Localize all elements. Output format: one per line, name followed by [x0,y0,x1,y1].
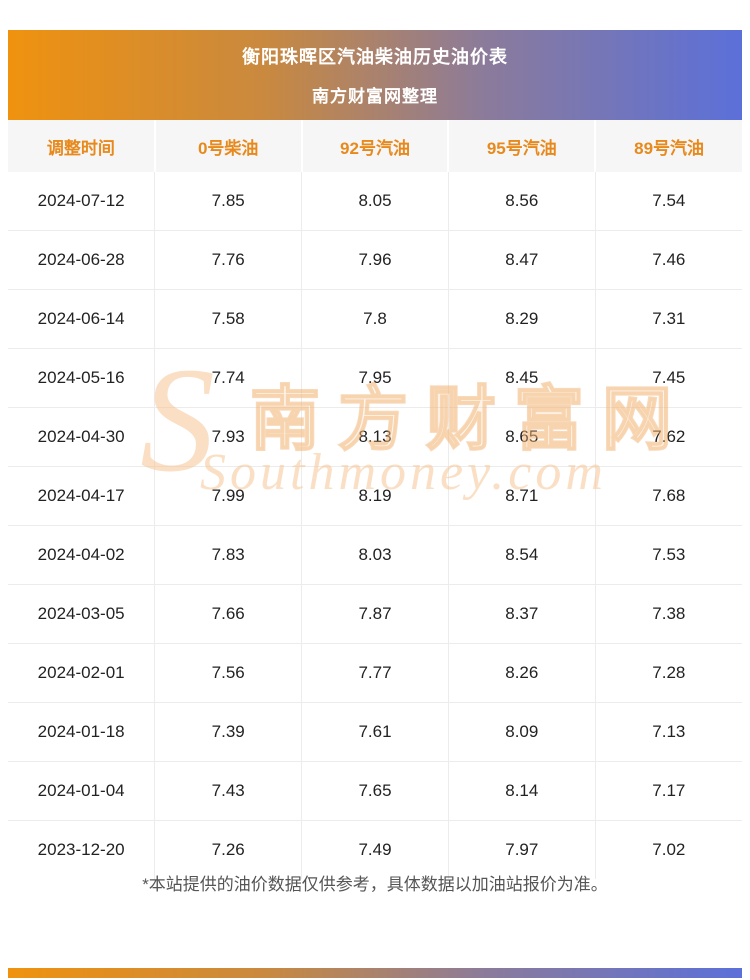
date-cell: 2024-01-18 [8,702,156,762]
price-cell: 8.05 [301,172,449,231]
table-body: 2024-07-12 7.85 8.05 8.56 7.54 2024-06-28 7.76… [8,172,742,879]
price-cell: 7.38 [595,584,742,644]
price-cell: 8.45 [448,348,596,408]
price-cell: 8.29 [448,289,596,349]
table-row: 2024-01-18 7.39 7.61 8.09 7.13 [8,702,742,762]
price-cell: 7.93 [154,407,303,467]
column-header: 92号汽油 [301,120,450,172]
price-cell: 7.13 [595,702,742,762]
price-cell: 7.77 [301,643,449,703]
price-cell: 7.26 [154,820,303,879]
price-cell: 7.61 [301,702,449,762]
price-cell: 7.17 [595,761,742,821]
price-cell: 7.56 [154,643,303,703]
date-cell: 2024-04-02 [8,525,156,585]
price-cell: 8.13 [301,407,449,467]
column-header: 95号汽油 [448,120,597,172]
price-cell: 7.96 [301,230,449,290]
price-cell: 8.47 [448,230,596,290]
table-header: 调整时间 0号柴油 92号汽油 95号汽油 89号汽油 [8,120,742,172]
price-cell: 7.97 [448,820,596,879]
price-cell: 7.66 [154,584,303,644]
price-cell: 7.39 [154,702,303,762]
page-title: 衡阳珠晖区汽油柴油历史油价表 [242,47,508,67]
price-cell: 7.45 [595,348,742,408]
price-cell: 8.26 [448,643,596,703]
bottom-gradient-bar [8,968,742,978]
price-cell: 8.56 [448,172,596,231]
date-cell: 2024-04-17 [8,466,156,526]
price-cell: 7.99 [154,466,303,526]
date-cell: 2023-12-20 [8,820,156,879]
fuel-price-table: 调整时间 0号柴油 92号汽油 95号汽油 89号汽油 2024-07-12 7.85 8.… [8,120,742,879]
price-cell: 7.46 [595,230,742,290]
price-cell: 7.87 [301,584,449,644]
price-cell: 7.53 [595,525,742,585]
price-cell: 7.02 [595,820,742,879]
price-cell: 7.68 [595,466,742,526]
price-cell: 7.49 [301,820,449,879]
price-cell: 7.28 [595,643,742,703]
footer-note: *本站提供的油价数据仅供参考，具体数据以加油站报价为准。 [142,875,608,894]
table-row: 2024-06-14 7.58 7.8 8.29 7.31 [8,289,742,349]
table-row: 2024-02-01 7.56 7.77 8.26 7.28 [8,643,742,703]
table-row: 2024-07-12 7.85 8.05 8.56 7.54 [8,172,742,231]
price-cell: 7.43 [154,761,303,821]
table-row: 2024-01-04 7.43 7.65 8.14 7.17 [8,761,742,821]
table-row: 2024-03-05 7.66 7.87 8.37 7.38 [8,584,742,644]
price-cell: 7.31 [595,289,742,349]
price-cell: 7.74 [154,348,303,408]
price-cell: 8.03 [301,525,449,585]
column-header: 89号汽油 [595,120,742,172]
date-cell: 2024-06-14 [8,289,156,349]
price-cell: 7.54 [652,191,686,210]
date-cell: 2024-02-01 [8,643,156,703]
price-cell: 7.85 [154,172,303,231]
price-cell: 8.71 [448,466,596,526]
table-row: 2024-05-16 7.74 7.95 8.45 7.45 [8,348,742,408]
price-cell: 7.76 [154,230,303,290]
table-row: 2024-04-17 7.99 8.19 8.71 7.68 [8,466,742,526]
price-cell: 8.14 [448,761,596,821]
page-subtitle: 南方财富网整理 [312,87,438,106]
price-cell: 7.58 [154,289,303,349]
table-title-banner: 衡阳珠晖区汽油柴油历史油价表 南方财富网整理 [8,30,742,120]
price-cell: 8.54 [448,525,596,585]
table-row: 2024-06-28 7.76 7.96 8.47 7.46 [8,230,742,290]
price-cell: 8.19 [301,466,449,526]
date-cell: 2024-04-30 [8,407,156,467]
price-cell: 7.83 [154,525,303,585]
price-cell: 7.8 [301,289,449,349]
date-cell: 2024-07-12 [8,172,156,231]
column-header: 0号柴油 [154,120,303,172]
price-cell: 7.95 [301,348,449,408]
table-row: 2023-12-20 7.26 7.49 7.97 7.02 [8,820,742,879]
price-cell: 8.09 [448,702,596,762]
date-cell: 2024-05-16 [8,348,156,408]
price-cell: 7.62 [595,407,742,467]
price-cell: 8.37 [448,584,596,644]
table-row: 2024-04-30 7.93 8.13 8.65 7.62 [8,407,742,467]
column-header: 调整时间 [8,120,156,172]
date-cell: 2024-03-05 [8,584,156,644]
date-cell: 2024-01-04 [8,761,156,821]
price-cell: 7.65 [301,761,449,821]
date-cell: 2024-06-28 [8,230,156,290]
table-row: 2024-04-02 7.83 8.03 8.54 7.53 [8,525,742,585]
table-header-row: 调整时间 0号柴油 92号汽油 95号汽油 89号汽油 [8,120,742,172]
price-cell: 8.65 [448,407,596,467]
